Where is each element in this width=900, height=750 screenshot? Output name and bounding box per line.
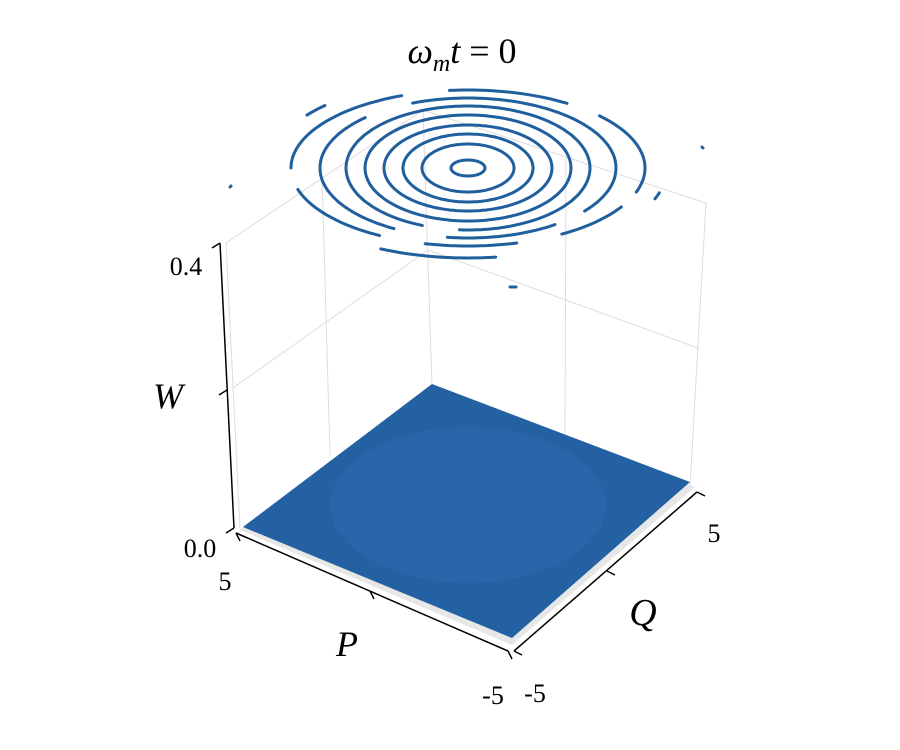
chart-title: ωmt = 0 bbox=[407, 31, 516, 77]
title-value: 0 bbox=[499, 31, 517, 71]
z-tick-label-1: 0.4 bbox=[170, 252, 203, 281]
grid-line bbox=[321, 174, 331, 456]
contour-line-4 bbox=[363, 113, 573, 223]
q-tick bbox=[606, 570, 616, 576]
contour-line-1 bbox=[420, 142, 516, 194]
title-subscript: m bbox=[433, 51, 450, 77]
p-tick bbox=[369, 590, 375, 600]
z-axis-label: W bbox=[153, 376, 186, 416]
contour-projection bbox=[228, 88, 705, 289]
contour-line-3 bbox=[382, 123, 554, 213]
q-axis-line bbox=[513, 491, 698, 652]
contour-line-6 bbox=[318, 96, 618, 240]
grid-line bbox=[422, 109, 433, 386]
p-axis-label: P bbox=[335, 624, 358, 664]
grid-line bbox=[564, 156, 567, 436]
contour-fragment-0 bbox=[228, 184, 233, 189]
q-axis bbox=[513, 491, 706, 656]
grid-line bbox=[689, 202, 707, 488]
title-omega: ω bbox=[407, 31, 432, 71]
z-tick bbox=[218, 389, 228, 396]
contour-line-0 bbox=[449, 158, 487, 178]
z-tick-label-0: 0.0 bbox=[184, 534, 217, 563]
p-axis bbox=[235, 532, 513, 660]
q-axis-label: Q bbox=[629, 592, 656, 634]
contour-fragment-1 bbox=[700, 145, 705, 150]
q-tick-label-5: 5 bbox=[708, 519, 721, 548]
z-tick bbox=[211, 242, 221, 249]
p-tick bbox=[235, 532, 241, 542]
q-tick bbox=[513, 650, 523, 656]
contour-line-7 bbox=[289, 88, 647, 248]
contour-line-8 bbox=[305, 104, 661, 260]
p-tick-label-5: 5 bbox=[219, 567, 232, 596]
grid-line bbox=[225, 242, 241, 529]
contour-line-2 bbox=[401, 132, 535, 204]
z-tick bbox=[225, 527, 235, 534]
contour-line-5 bbox=[344, 104, 592, 232]
z-axis bbox=[211, 242, 235, 534]
surface-highlight bbox=[330, 427, 606, 583]
q-tick bbox=[696, 491, 706, 497]
title-equals: = bbox=[460, 31, 498, 71]
title-t: t bbox=[450, 31, 461, 71]
q-tick-label-minus5: -5 bbox=[524, 679, 546, 708]
p-tick-label-minus5: -5 bbox=[482, 681, 504, 710]
grid-line bbox=[427, 249, 699, 349]
surface-plot bbox=[240, 384, 695, 645]
p-axis-line bbox=[235, 532, 509, 652]
p-tick bbox=[507, 650, 513, 660]
grid-line bbox=[232, 249, 429, 389]
z-axis-line bbox=[219, 242, 235, 529]
